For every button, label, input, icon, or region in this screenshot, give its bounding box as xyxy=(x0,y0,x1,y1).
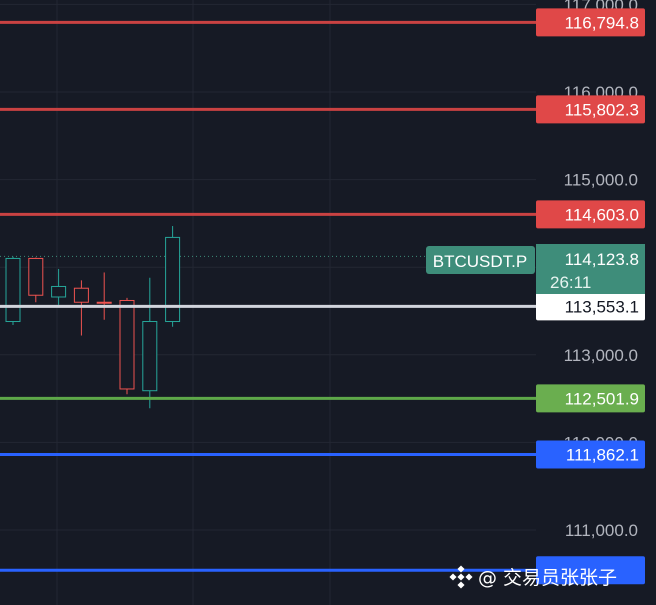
level-price-tag[interactable] xyxy=(536,292,645,321)
last-price-label: 114,123.8 xyxy=(565,250,639,269)
candle-body[interactable] xyxy=(51,285,67,298)
candle-body[interactable] xyxy=(73,287,89,303)
candle-body[interactable] xyxy=(165,236,181,323)
candle-body[interactable] xyxy=(96,301,112,304)
candle-body[interactable] xyxy=(28,257,44,296)
binance-logo-icon xyxy=(449,565,473,589)
level-price-tag[interactable] xyxy=(536,440,645,469)
level-price-label: 113,553.1 xyxy=(565,297,639,316)
level-price-tag[interactable] xyxy=(536,95,645,124)
candle-body[interactable] xyxy=(119,299,135,390)
level-price-label: 115,802.3 xyxy=(565,100,639,119)
level-price-tag[interactable] xyxy=(536,556,645,585)
symbol-tag[interactable] xyxy=(426,246,535,274)
level-price-tag[interactable] xyxy=(536,384,645,413)
level-price-label: 116,794.8 xyxy=(565,13,639,32)
y-tick-label: 111,000.0 xyxy=(565,521,638,540)
candle-body[interactable] xyxy=(142,321,158,392)
level-price-tag[interactable] xyxy=(536,8,645,37)
y-tick-label: 115,000.0 xyxy=(564,171,638,190)
level-price-label: 112,501.9 xyxy=(565,389,639,408)
watermark-text: @ 交易员张张子 xyxy=(478,567,617,589)
level-price-tag[interactable] xyxy=(536,200,645,229)
level-price-label: 114,603.0 xyxy=(565,205,639,224)
last-price-tag[interactable] xyxy=(536,244,645,294)
candle-body[interactable] xyxy=(5,257,21,323)
symbol-label: BTCUSDT.P xyxy=(433,252,527,271)
countdown-label: 26:11 xyxy=(550,273,591,292)
y-tick-label: 113,000.0 xyxy=(564,346,638,365)
level-price-label: 111,862.1 xyxy=(566,445,639,464)
